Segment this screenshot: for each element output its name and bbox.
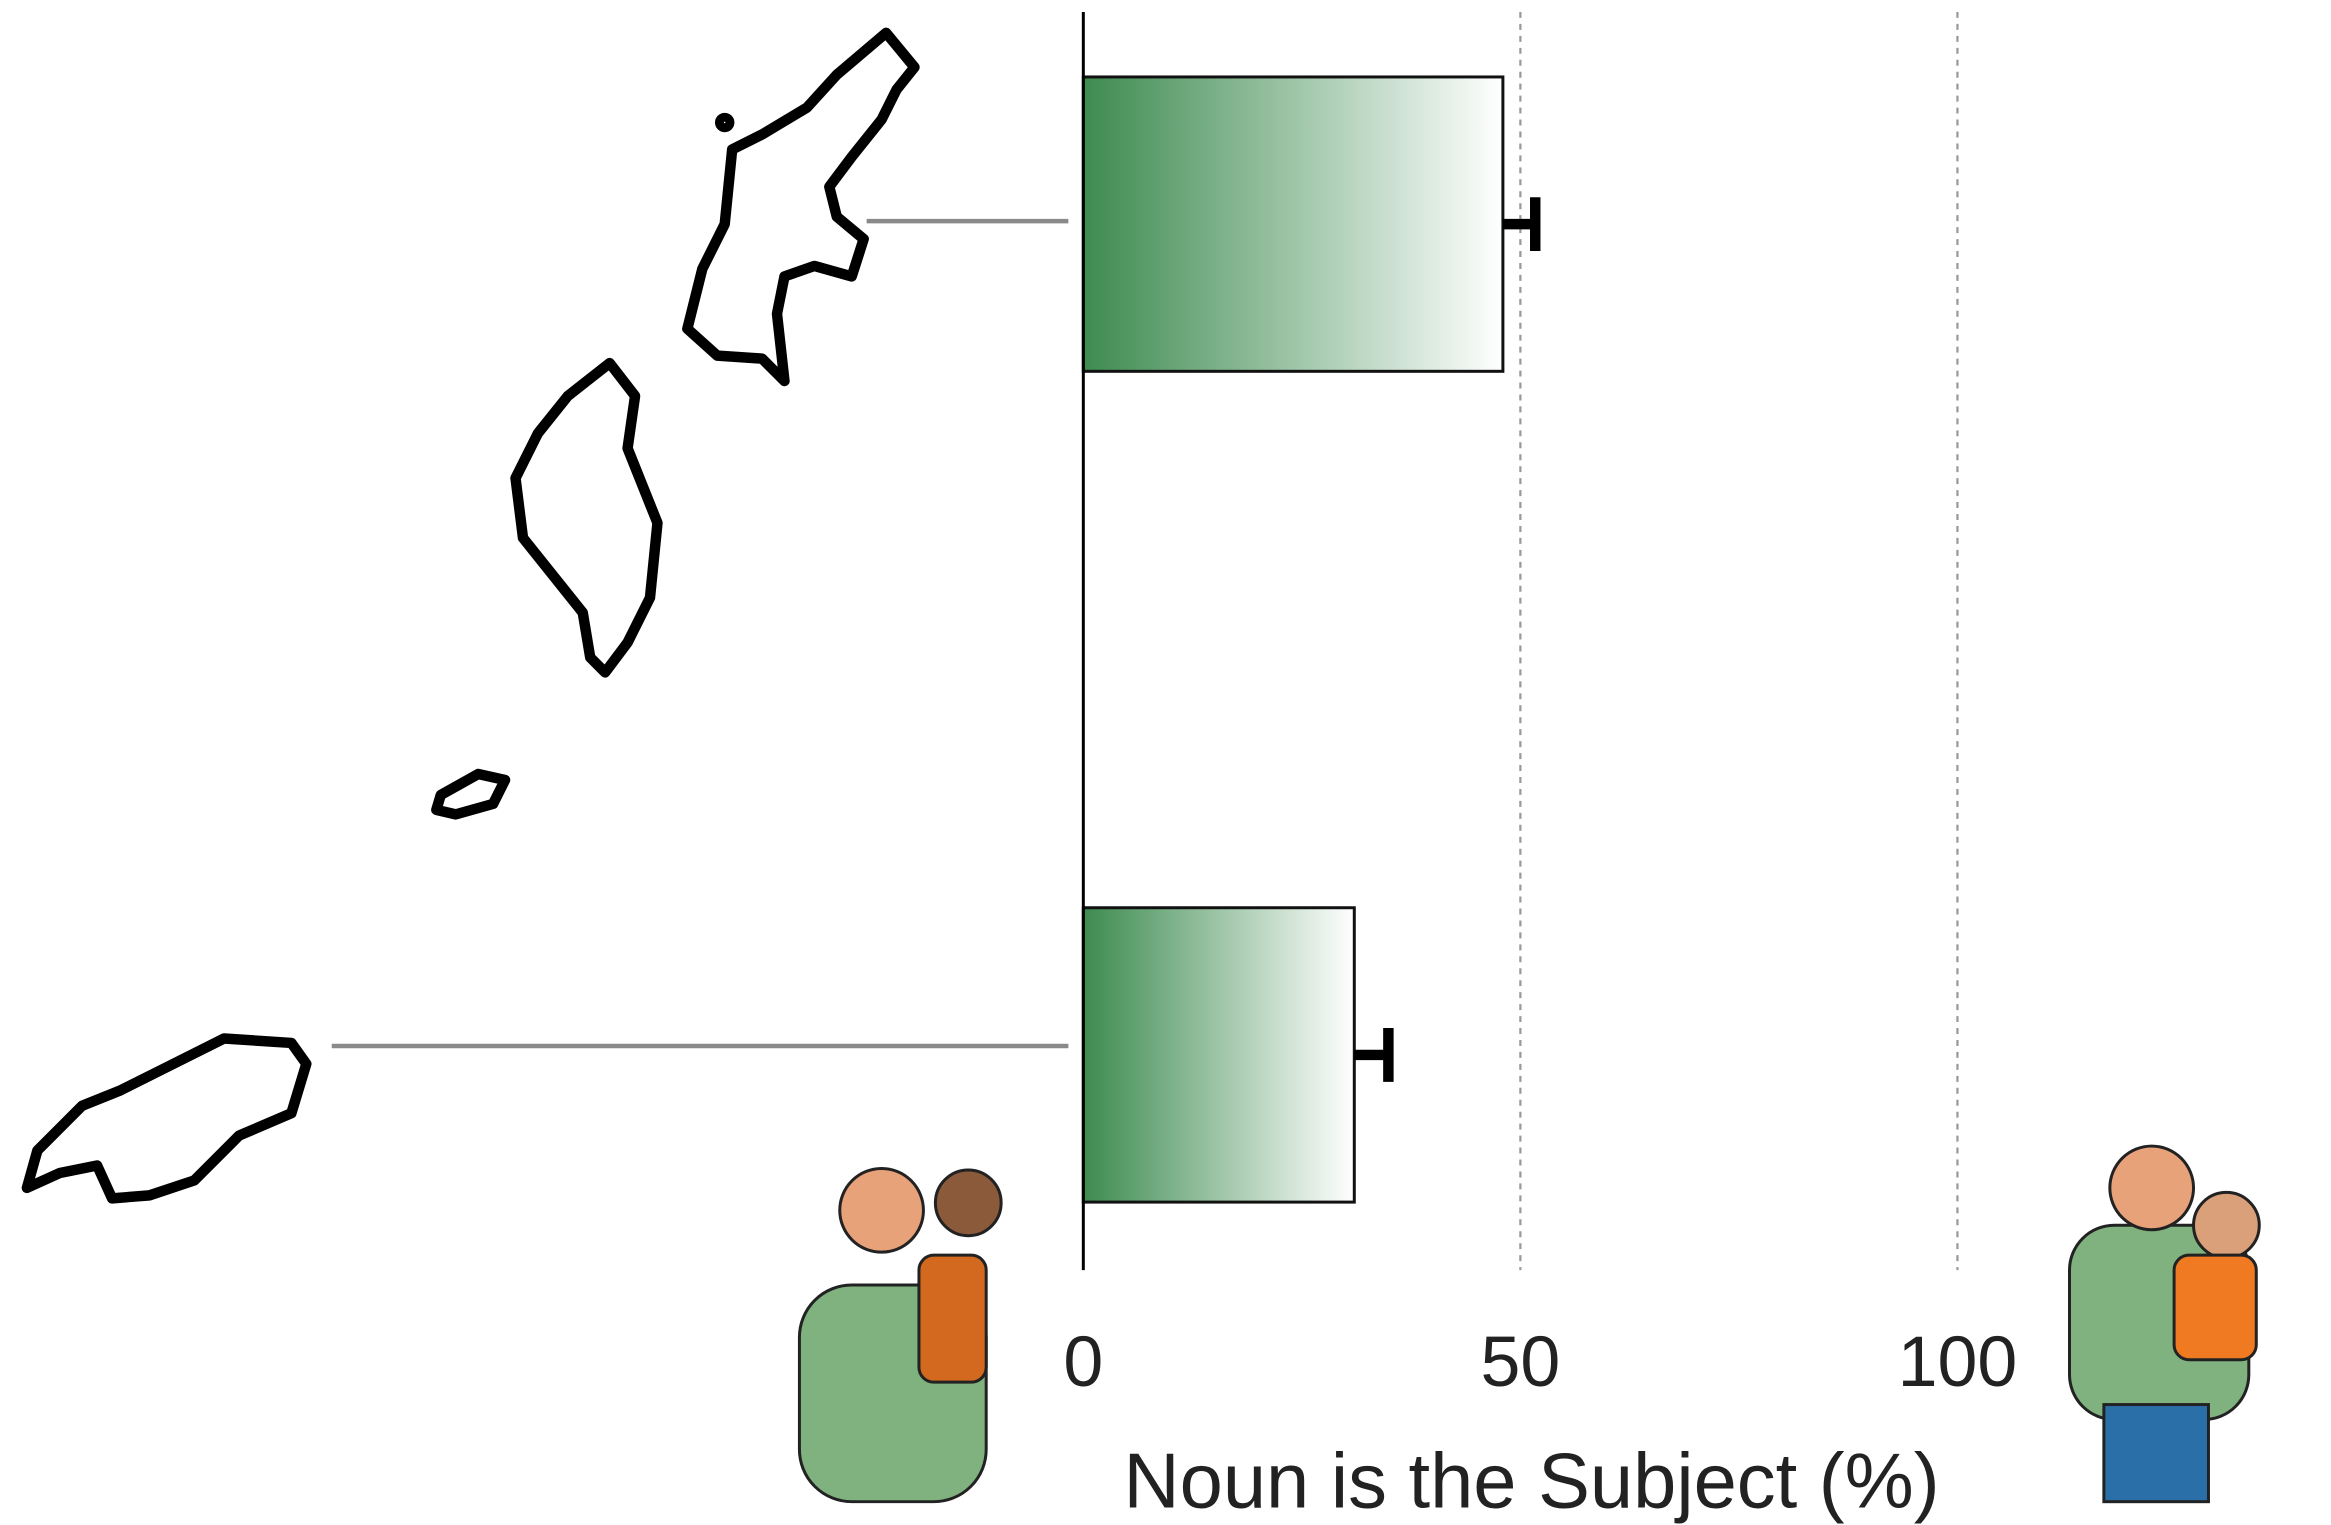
figure-illustrations [797, 1144, 2261, 1504]
bar [1081, 75, 1505, 373]
bar [1081, 906, 1356, 1204]
x-tick-label: 50 [1480, 1322, 1560, 1402]
x-axis-label: Noun is the Subject (%) [1124, 1438, 1940, 1524]
x-tick-label: 0 [1063, 1322, 1103, 1402]
x-tick-label: 100 [1898, 1322, 2018, 1402]
island-illustrations [21, 27, 920, 1204]
